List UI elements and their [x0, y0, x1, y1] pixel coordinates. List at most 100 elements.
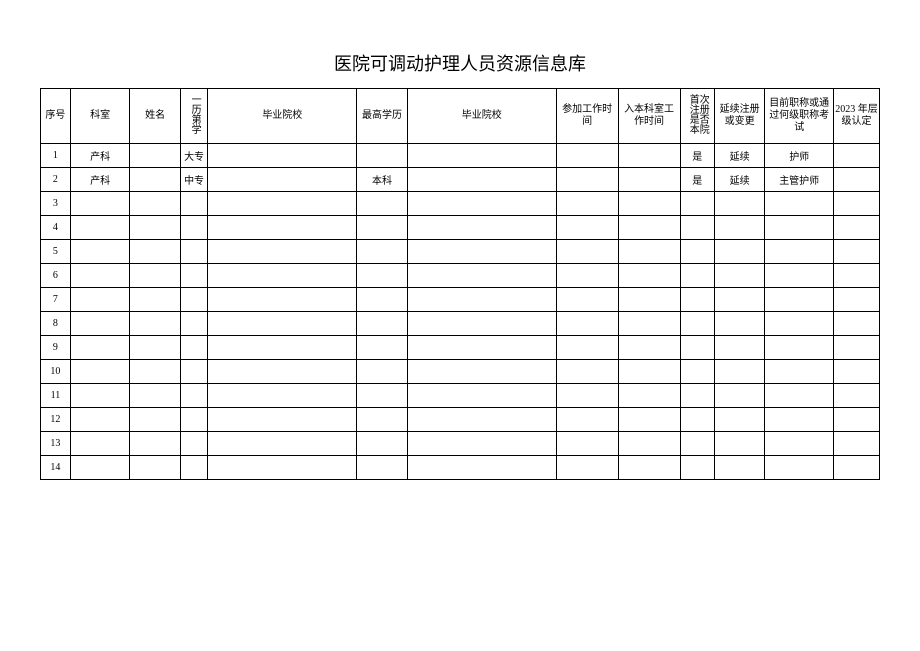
- cell-seq: 13: [41, 432, 71, 456]
- cell-worktime: [556, 144, 618, 168]
- cell-school1: [208, 336, 357, 360]
- cell-worktime: [556, 264, 618, 288]
- cell-seq: 2: [41, 168, 71, 192]
- cell-depttime: [618, 240, 680, 264]
- cell-level: [834, 168, 880, 192]
- table-row: 1产科大专是延续护师: [41, 144, 880, 168]
- cell-name: [130, 408, 180, 432]
- col-header-school1: 毕业院校: [208, 89, 357, 144]
- cell-name: [130, 336, 180, 360]
- cell-seq: 10: [41, 360, 71, 384]
- cell-school2: [407, 288, 556, 312]
- cell-worktime: [556, 240, 618, 264]
- cell-school1: [208, 456, 357, 480]
- col-header-worktime: 参加工作时间: [556, 89, 618, 144]
- col-header-school2: 毕业院校: [407, 89, 556, 144]
- cell-name: [130, 456, 180, 480]
- cell-seq: 3: [41, 192, 71, 216]
- cell-edu2: [357, 264, 407, 288]
- cell-name: [130, 360, 180, 384]
- cell-school1: [208, 240, 357, 264]
- cell-seq: 8: [41, 312, 71, 336]
- col-header-level: 2023 年层级认定: [834, 89, 880, 144]
- cell-school2: [407, 360, 556, 384]
- cell-depttime: [618, 168, 680, 192]
- cell-school2: [407, 432, 556, 456]
- cell-level: [834, 264, 880, 288]
- table-header-row: 序号 科室 姓名 一历第学 毕业院校 最高学历 毕业院校 参加工作时间 入本科室…: [41, 89, 880, 144]
- cell-dept: [70, 360, 130, 384]
- cell-dept: [70, 192, 130, 216]
- cell-name: [130, 168, 180, 192]
- cell-renew: [714, 240, 764, 264]
- cell-reg: [680, 360, 714, 384]
- cell-school2: [407, 456, 556, 480]
- cell-renew: [714, 288, 764, 312]
- cell-jobtitle: [765, 408, 834, 432]
- cell-level: [834, 408, 880, 432]
- cell-edu2: [357, 384, 407, 408]
- cell-jobtitle: [765, 264, 834, 288]
- cell-depttime: [618, 288, 680, 312]
- cell-school2: [407, 168, 556, 192]
- cell-name: [130, 216, 180, 240]
- cell-level: [834, 432, 880, 456]
- cell-reg: [680, 192, 714, 216]
- cell-edu2: [357, 240, 407, 264]
- cell-edu1: [180, 288, 208, 312]
- cell-jobtitle: [765, 456, 834, 480]
- col-header-seq: 序号: [41, 89, 71, 144]
- cell-reg: [680, 216, 714, 240]
- cell-jobtitle: [765, 216, 834, 240]
- cell-depttime: [618, 456, 680, 480]
- cell-dept: [70, 288, 130, 312]
- cell-edu1: [180, 240, 208, 264]
- cell-dept: [70, 216, 130, 240]
- cell-dept: [70, 408, 130, 432]
- cell-depttime: [618, 312, 680, 336]
- cell-worktime: [556, 192, 618, 216]
- table-row: 6: [41, 264, 880, 288]
- cell-reg: [680, 432, 714, 456]
- cell-school1: [208, 360, 357, 384]
- cell-edu2: [357, 144, 407, 168]
- cell-depttime: [618, 192, 680, 216]
- table-row: 10: [41, 360, 880, 384]
- cell-renew: [714, 216, 764, 240]
- cell-seq: 4: [41, 216, 71, 240]
- col-header-edu1: 一历第学: [180, 89, 208, 144]
- cell-school1: [208, 408, 357, 432]
- cell-dept: [70, 456, 130, 480]
- table-row: 3: [41, 192, 880, 216]
- cell-reg: [680, 384, 714, 408]
- cell-dept: [70, 264, 130, 288]
- cell-jobtitle: [765, 240, 834, 264]
- col-header-dept: 科室: [70, 89, 130, 144]
- cell-school2: [407, 192, 556, 216]
- cell-school1: [208, 384, 357, 408]
- cell-school2: [407, 384, 556, 408]
- cell-jobtitle: 主管护师: [765, 168, 834, 192]
- cell-edu2: [357, 456, 407, 480]
- cell-worktime: [556, 360, 618, 384]
- cell-edu1: [180, 264, 208, 288]
- cell-seq: 5: [41, 240, 71, 264]
- cell-name: [130, 288, 180, 312]
- col-header-depttime: 入本科室工作时间: [618, 89, 680, 144]
- cell-level: [834, 312, 880, 336]
- cell-depttime: [618, 144, 680, 168]
- cell-reg: [680, 408, 714, 432]
- cell-reg: [680, 456, 714, 480]
- cell-edu2: [357, 432, 407, 456]
- col-header-reg: 次册否院首注是本: [680, 89, 714, 144]
- cell-jobtitle: [765, 432, 834, 456]
- cell-edu1: [180, 192, 208, 216]
- cell-name: [130, 384, 180, 408]
- cell-worktime: [556, 312, 618, 336]
- cell-edu2: [357, 360, 407, 384]
- cell-level: [834, 336, 880, 360]
- cell-jobtitle: [765, 336, 834, 360]
- cell-renew: [714, 264, 764, 288]
- cell-edu1: [180, 432, 208, 456]
- cell-level: [834, 240, 880, 264]
